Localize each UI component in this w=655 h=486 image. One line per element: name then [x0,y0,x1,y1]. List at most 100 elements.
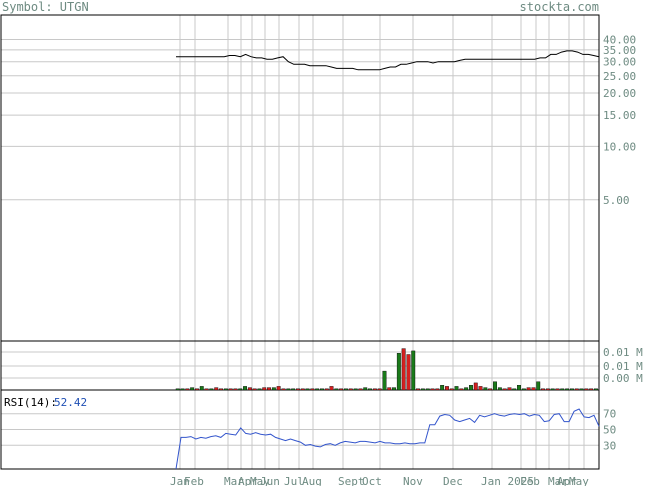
rsi-label: RSI(14): [4,396,57,409]
volume-bar [488,388,493,391]
volume-bar [574,388,579,391]
volume-bar [276,386,281,391]
volume-bar [353,388,358,391]
volume-bar [310,388,315,391]
price-tick-label: 40.00 [603,34,636,47]
price-tick-label: 30.00 [603,56,636,69]
volume-bar [281,388,286,391]
volume-bar [339,388,344,391]
volume-bar [550,388,555,391]
volume-bar [315,388,320,391]
grid-lines [1,15,599,469]
volume-bar [238,388,243,391]
volume-bar [377,388,382,391]
volume-bar [214,387,219,391]
volume-tick-label: 0.01 M [603,360,643,373]
price-tick-label: 25.00 [603,70,636,83]
volume-bar [199,386,204,391]
volume-bar [300,388,305,391]
price-tick-label: 35.00 [603,44,636,57]
volume-bar [536,381,541,391]
volume-bar [454,386,459,391]
volume-bar [185,388,190,391]
x-tick-label: Apr [557,475,577,486]
volume-bar [204,388,209,391]
volume-bar [243,386,248,391]
volume-bar [209,388,214,391]
volume-bar [296,388,300,391]
volume-bar [594,388,598,391]
volume-bar [493,381,497,391]
x-tick-label: Feb [184,475,204,486]
volume-bar [416,388,420,391]
price-line [176,50,600,71]
volume-bar [483,387,488,391]
x-tick-label: Mar [224,475,244,486]
rsi-line [175,408,600,470]
symbol-label: Symbol: UTGN [2,0,89,14]
rsi-current-value: 52.42 [54,396,87,409]
x-tick-label: Mar [548,475,568,486]
volume-bar [435,388,440,391]
volume-tick-label: 0.01 M [603,346,643,359]
price-tick-label: 20.00 [603,87,636,100]
volume-bar [502,388,507,391]
volume-bar [459,388,464,391]
volume-bar [401,348,406,391]
volume-bar [555,388,560,391]
volume-bar [267,387,271,391]
price-series [176,50,600,71]
volume-bar [507,387,512,391]
volume-bar [430,388,435,391]
volume-tick-label: 0.00 M [603,372,643,385]
volume-bar [560,388,565,391]
volume-bar [392,387,396,391]
volume-bar [565,388,570,391]
volume-bar [329,386,334,391]
volume-bar [541,388,545,391]
volume-bar [387,387,392,391]
rsi-tick-label: 50 [603,424,616,437]
volume-bar [358,388,363,391]
rsi-panel [0,389,600,470]
volume-bar [512,388,517,391]
x-tick-label: Jun [260,475,280,486]
price-tick-label: 15.00 [603,109,636,122]
volume-bar [271,387,276,391]
rsi-tick-label: 70 [603,408,616,421]
volume-bar [334,388,339,391]
volume-bar [180,388,185,391]
volume-bar [589,388,594,391]
rsi-axis: 70 50 30 [603,408,616,453]
volume-bar [190,387,195,391]
x-tick-label: Jan 2025 [481,475,534,486]
volume-bar [526,387,531,391]
volume-bar [363,387,368,391]
volume-bars [175,348,598,391]
volume-bar [257,388,262,391]
volume-bar [382,370,387,391]
price-tick-label: 5.00 [603,194,630,207]
x-tick-label: Feb [520,475,540,486]
x-tick-label: Jul [284,475,304,486]
volume-bar [228,388,233,391]
volume-bar [247,387,252,391]
volume-bar [372,388,377,391]
volume-bar [320,388,324,391]
x-tick-label: Nov [403,475,423,486]
rsi-tick-label: 30 [603,439,616,452]
volume-bar [445,386,449,391]
volume-bar [262,387,267,391]
volume-bar [252,388,257,391]
volume-bar [440,385,445,391]
volume-bar [584,388,589,391]
x-tick-label: Sept [338,475,365,486]
volume-bar [348,388,353,391]
volume-bar [175,388,180,391]
volume-bar [194,388,199,391]
volume-bar [521,388,526,391]
volume-bar [291,388,296,391]
volume-bar [570,388,574,391]
x-tick-label: Oct [362,475,382,486]
